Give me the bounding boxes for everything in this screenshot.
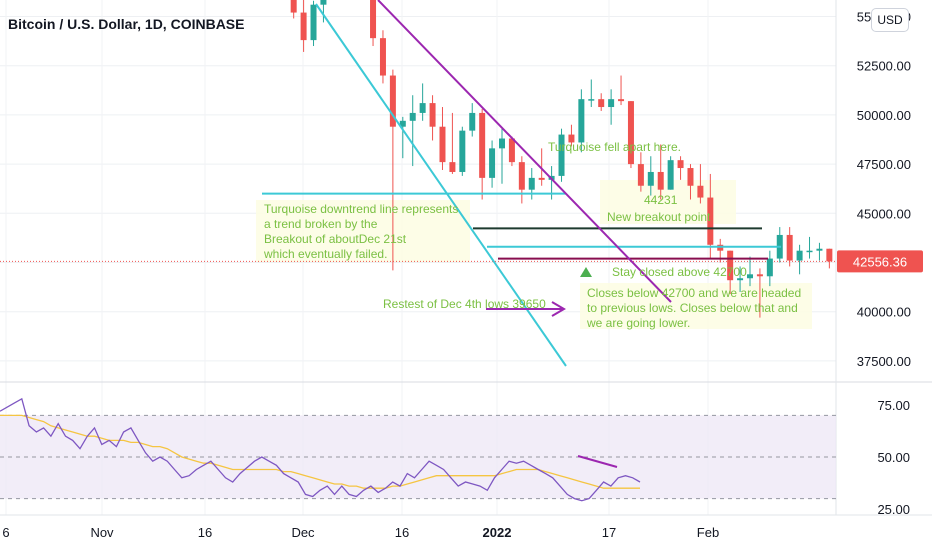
note-breakout-label: New breakout point (607, 210, 711, 224)
candle-body (608, 99, 615, 108)
chart-title: Bitcoin / U.S. Dollar, 1D, COINBASE (8, 16, 245, 32)
candle-body (389, 75, 396, 127)
candle-body (677, 160, 684, 169)
candle-body (459, 130, 466, 172)
current-price-tag (837, 250, 923, 273)
current-price-label: 42556.36 (853, 254, 907, 269)
price-tick-label: 50000.00 (857, 108, 911, 123)
note-background (580, 283, 812, 329)
candle-body (300, 12, 307, 41)
note-downtrend-line1: Turquoise downtrend line represents (264, 202, 458, 216)
price-tick-label: 37500.00 (857, 354, 911, 369)
price-tick-label: 47500.00 (857, 157, 911, 172)
note-closes-line1: Closes below 42700 and we are headed (587, 286, 801, 300)
rsi-ma-line (0, 414, 640, 489)
candle-body (816, 248, 823, 251)
rsi-divergence-line (577, 455, 618, 468)
time-tick-label: Nov (90, 525, 114, 540)
candle-body (518, 162, 525, 190)
marker-triangle (580, 267, 592, 277)
candle-body (737, 278, 744, 281)
time-tick-label: 17 (602, 525, 616, 540)
note-closes-line2: to previous lows. Closes below that and (587, 301, 798, 315)
purple-downtrend-line (377, 0, 672, 303)
candle-body (290, 0, 297, 13)
candle-body (419, 103, 426, 113)
candle-body (578, 99, 585, 143)
candle-body (627, 101, 634, 165)
candle-body (508, 138, 515, 163)
candle-body (697, 185, 704, 198)
candle-body (588, 99, 595, 101)
candle-body (489, 148, 496, 178)
candle-body (528, 177, 535, 190)
candle-body (647, 171, 654, 186)
currency-button[interactable]: USD (871, 8, 909, 32)
time-tick-label: 16 (395, 525, 409, 540)
time-tick-label: 16 (198, 525, 212, 540)
note-downtrend-line4: which eventually failed. (263, 247, 387, 261)
candle-body (618, 99, 625, 102)
candle-body (479, 112, 486, 178)
candle-body (806, 250, 813, 253)
candle-body (826, 248, 833, 262)
candle-body (409, 112, 416, 121)
turquoise-downtrend-line (315, 3, 567, 367)
candle-body (469, 112, 476, 131)
candle-body (538, 177, 545, 180)
candle-body (598, 99, 605, 108)
candle-body (657, 171, 664, 190)
time-tick-label: 6 (2, 525, 9, 540)
note-downtrend-line3: Breakout of aboutDec 21st (264, 232, 407, 246)
note-stay-closed: Stay closed above 42700 (612, 265, 747, 279)
candle-body (667, 160, 674, 190)
candle-body (558, 134, 565, 176)
price-tick-label: 40000.00 (857, 305, 911, 320)
candle-body (786, 234, 793, 261)
rsi-tick-label: 25.00 (877, 502, 910, 517)
candle-body (637, 164, 644, 186)
candle-body (727, 250, 734, 281)
candle-body (439, 126, 446, 163)
time-tick-label: Dec (291, 525, 315, 540)
restest-arrowhead (551, 301, 566, 317)
candle-body (568, 134, 575, 143)
candle-body (756, 274, 763, 277)
candle-body (796, 250, 803, 261)
candle-body (370, 0, 377, 39)
price-tick-label: 52500.00 (857, 59, 911, 74)
candle-body (499, 138, 505, 149)
candle-body (310, 4, 317, 41)
candle-body (399, 120, 406, 127)
candle-body (379, 38, 386, 76)
time-tick-label: Feb (697, 525, 719, 540)
candle-body (747, 274, 753, 279)
rsi-tick-label: 75.00 (877, 398, 910, 413)
candle-body (429, 103, 436, 127)
note-downtrend-line2: a trend broken by the (264, 217, 378, 231)
price-tick-label: 45000.00 (857, 206, 911, 221)
rsi-tick-label: 50.00 (877, 450, 910, 465)
candle-body (320, 0, 327, 5)
note-closes-line3: we are going lower. (586, 316, 690, 330)
candle-body (449, 162, 456, 172)
candle-body (766, 258, 773, 277)
note-background (256, 200, 470, 262)
candle-body (707, 197, 714, 245)
note-turquoise-fell: Turquoise fell apart here. (548, 140, 681, 154)
time-tick-label: 2022 (483, 525, 512, 540)
note-restest: Restest of Dec 4th lows 39650 (383, 297, 546, 311)
note-breakout-value: 44231 (644, 193, 678, 207)
candle-body (687, 168, 694, 186)
rsi-line (0, 397, 641, 502)
